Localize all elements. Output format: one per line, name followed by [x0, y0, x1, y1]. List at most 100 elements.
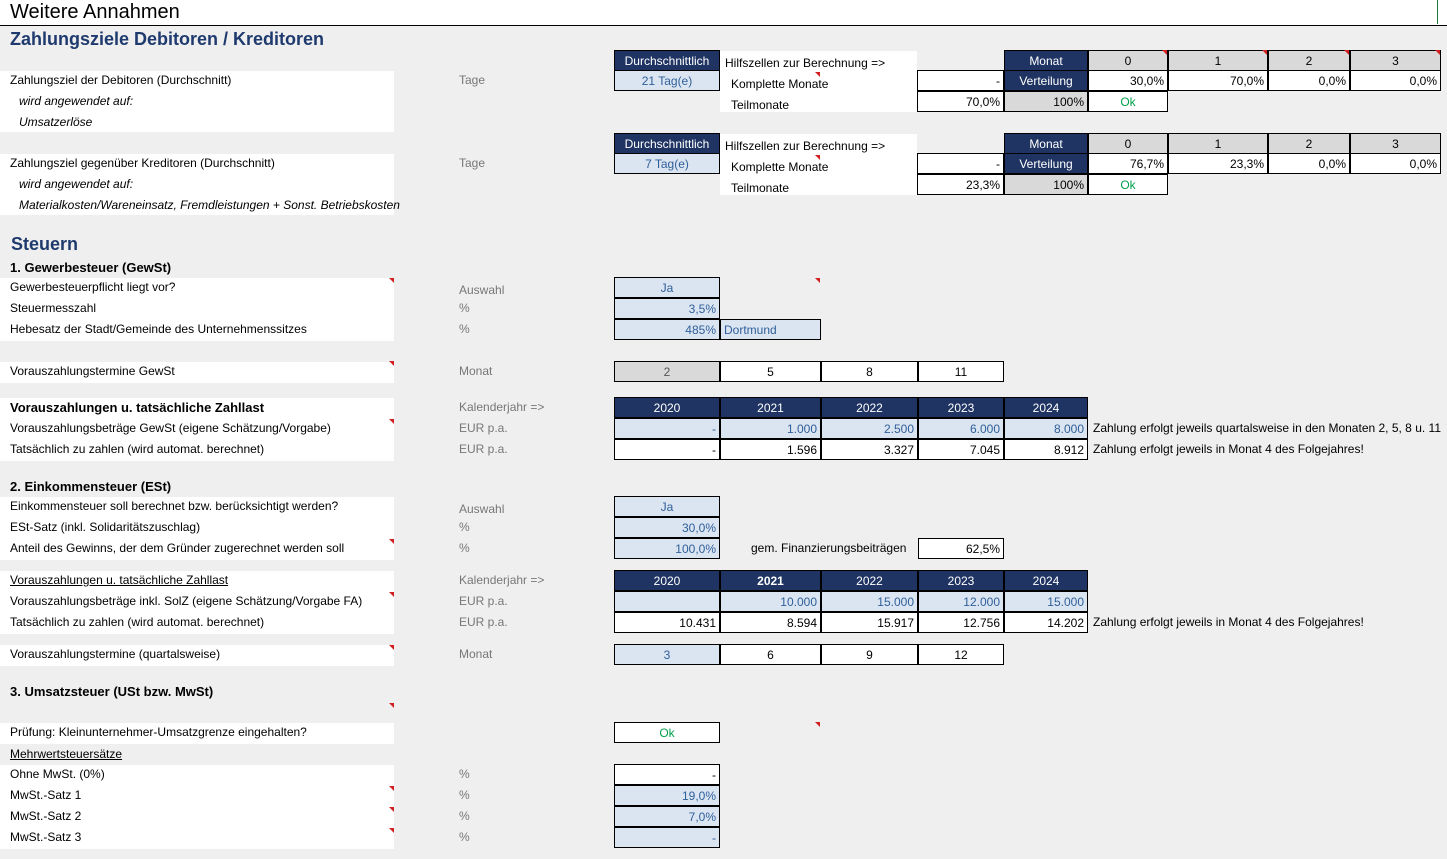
debtors-total: 100% [1004, 91, 1088, 112]
gewst-est-2021[interactable]: 1.000 [720, 418, 821, 439]
creditors-helper-block [720, 134, 917, 195]
ust-rate-2-input[interactable]: 7,0% [614, 806, 720, 827]
est-calc-select[interactable]: Ja [614, 496, 720, 517]
debtors-unit: Tage [459, 73, 486, 87]
gewst-actual-2024: 8.912 [1004, 439, 1088, 460]
sheet-title-edge [1437, 0, 1438, 24]
est-date-4: 12 [918, 644, 1004, 665]
gewst-actual-2022: 3.327 [821, 439, 918, 460]
gewst-date-1: 2 [614, 361, 720, 382]
est-est-unit: EUR p.a. [459, 594, 508, 608]
est-est-2024[interactable]: 15.000 [1004, 591, 1088, 612]
debtors-dist-2: 0,0% [1268, 70, 1350, 91]
creditors-month-3: 3 [1350, 133, 1441, 154]
creditors-avg-header: Durchschnittlich [614, 133, 720, 154]
debtors-month-0: 0 [1088, 50, 1168, 71]
creditors-month-1: 1 [1168, 133, 1268, 154]
est-share-input[interactable]: 100,0% [614, 538, 720, 559]
est-rate-input[interactable]: 30,0% [614, 517, 720, 538]
comment-marker [815, 155, 820, 160]
est-share-unit: % [459, 541, 470, 555]
gewst-est-2020[interactable]: - [614, 418, 720, 439]
gewst-year-2021: 2021 [720, 397, 821, 418]
est-share-label: Anteil des Gewinns, der dem Gründer zuge… [10, 541, 345, 555]
gewst-year-2023: 2023 [918, 397, 1004, 418]
creditors-avg-input[interactable]: 7 Tag(e) [614, 153, 720, 174]
gewst-rate-label: Steuermesszahl [10, 301, 97, 315]
est-dates-block [0, 645, 394, 666]
debtors-dist-0: 30,0% [1088, 70, 1168, 91]
creditors-helper-title: Hilfszellen zur Berechnung => [725, 139, 886, 153]
est-est-label: Vorauszahlungsbeträge inkl. SolZ (eigene… [10, 594, 363, 608]
gewst-dates-block [0, 362, 394, 383]
est-actual-unit: EUR p.a. [459, 615, 508, 629]
debtors-dist-3: 0,0% [1350, 70, 1441, 91]
gewst-liable-select[interactable]: Ja [614, 277, 720, 298]
creditors-partial-months-label: Teilmonate [731, 181, 790, 195]
gewst-title: 1. Gewerbesteuer (GewSt) [10, 260, 172, 275]
debtors-applied-to: Umsatzerlöse [19, 115, 93, 129]
debtors-month-3: 3 [1350, 50, 1441, 71]
creditors-month-2: 2 [1268, 133, 1350, 154]
gewst-dates-unit: Monat [459, 364, 493, 378]
creditors-dist-1: 23,3% [1168, 153, 1268, 174]
debtors-distribution-label: Verteilung [1004, 70, 1088, 91]
gewst-label-block [0, 278, 394, 341]
est-est-2021[interactable]: 10.000 [720, 591, 821, 612]
gewst-hebesatz-input[interactable]: 485% [614, 319, 720, 340]
est-year-2024: 2024 [1004, 570, 1088, 591]
gewst-est-2024[interactable]: 8.000 [1004, 418, 1088, 439]
est-est-2022[interactable]: 15.000 [821, 591, 918, 612]
debtors-applied: wird angewendet auf: [19, 94, 134, 108]
creditors-applied-to: Materialkosten/Wareneinsatz, Fremdleistu… [19, 198, 400, 212]
est-financing-label: gem. Finanzierungsbeiträgen [751, 541, 907, 555]
gewst-rate-input[interactable]: 3,5% [614, 298, 720, 319]
ust-rate-1-input[interactable]: 19,0% [614, 785, 720, 806]
sheet-title: Weitere Annahmen [10, 1, 180, 23]
ust-rate-3-label: MwSt.-Satz 3 [10, 830, 82, 844]
est-est-2023[interactable]: 12.000 [918, 591, 1004, 612]
creditors-label: Zahlungsziel gegenüber Kreditoren (Durch… [10, 156, 275, 170]
ust-rate-1-unit: % [459, 788, 470, 802]
debtors-avg-input[interactable]: 21 Tag(e) [614, 70, 720, 91]
debtors-full-months-label: Komplette Monate [731, 77, 829, 91]
gewst-actual-unit: EUR p.a. [459, 442, 508, 456]
creditors-total: 100% [1004, 174, 1088, 195]
debtors-partial-months-value: 70,0% [917, 91, 1004, 112]
comment-marker [389, 703, 394, 708]
debtors-label: Zahlungsziel der Debitoren (Durchschnitt… [10, 73, 232, 87]
gewst-liable-unit: Auswahl [459, 283, 505, 297]
est-year-unit: Kalenderjahr => [459, 573, 545, 587]
gewst-actual-2023: 7.045 [918, 439, 1004, 460]
creditors-partial-months-value: 23,3% [917, 174, 1004, 195]
ust-check-label: Prüfung: Kleinunternehmer-Umsatzgrenze e… [10, 725, 307, 739]
gewst-hebesatz-unit: % [459, 322, 470, 336]
gewst-city-input[interactable]: Dortmund [720, 319, 821, 340]
debtors-status: Ok [1088, 91, 1168, 112]
comment-marker [389, 807, 394, 812]
gewst-year-2024: 2024 [1004, 397, 1088, 418]
comment-marker [1344, 50, 1349, 55]
ust-check-status: Ok [614, 722, 720, 743]
est-est-2020[interactable] [614, 591, 720, 612]
ust-rate-0-value: - [614, 764, 720, 785]
gewst-est-2023[interactable]: 6.000 [918, 418, 1004, 439]
gewst-date-4: 11 [918, 361, 1004, 382]
ust-rate-3-input[interactable]: - [614, 827, 720, 848]
gewst-date-2: 5 [720, 361, 821, 382]
debtors-month-1: 1 [1168, 50, 1268, 71]
creditors-status: Ok [1088, 174, 1168, 195]
est-calc-unit: Auswahl [459, 502, 505, 516]
creditors-month-header: Monat [1004, 133, 1088, 154]
est-date-1[interactable]: 3 [614, 644, 720, 665]
gewst-est-2022[interactable]: 2.500 [821, 418, 918, 439]
est-prepay-title: Vorauszahlungen u. tatsächliche Zahllast [10, 573, 229, 587]
creditors-unit: Tage [459, 156, 486, 170]
est-date-2: 6 [720, 644, 821, 665]
taxes-heading: Steuern [11, 234, 79, 254]
creditors-month-0: 0 [1088, 133, 1168, 154]
est-actual-2021: 8.594 [720, 612, 821, 633]
gewst-liable-label: Gewerbesteuerpflicht liegt vor? [10, 280, 176, 294]
est-year-2023: 2023 [918, 570, 1004, 591]
est-title: 2. Einkommensteuer (ESt) [10, 479, 172, 494]
